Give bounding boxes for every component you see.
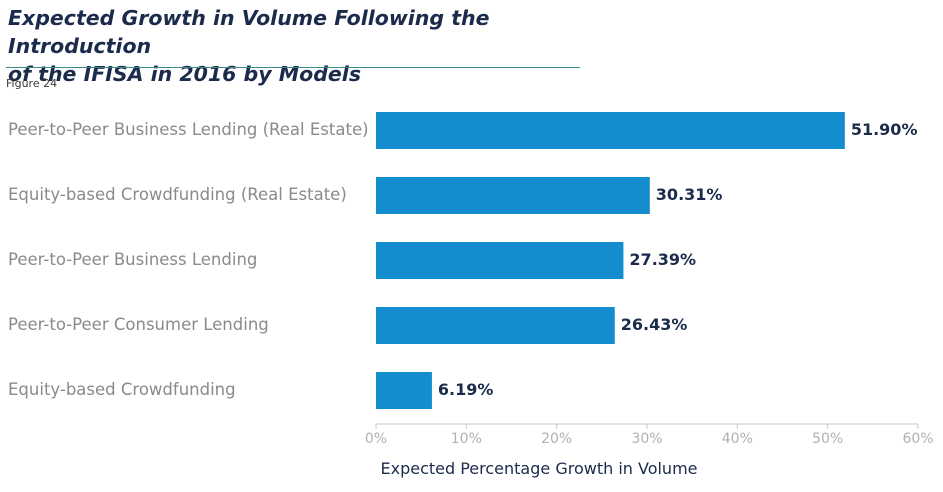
- x-tick-label: 0%: [365, 431, 387, 447]
- title-divider: [6, 67, 580, 68]
- bar: [376, 307, 615, 344]
- bar: [376, 112, 845, 149]
- category-label: Equity-based Crowdfunding (Real Estate): [8, 185, 347, 204]
- category-label: Peer-to-Peer Consumer Lending: [8, 315, 269, 334]
- bar: [376, 242, 624, 279]
- x-tick-label: 50%: [812, 431, 843, 447]
- x-tick-label: 40%: [722, 431, 753, 447]
- chart-title: Expected Growth in Volume Following the …: [8, 4, 588, 88]
- bars: [376, 112, 845, 409]
- figure-label: Figure 24: [6, 77, 58, 90]
- category-label: Peer-to-Peer Business Lending: [8, 250, 257, 269]
- category-label: Peer-to-Peer Business Lending (Real Esta…: [8, 120, 369, 139]
- x-axis-tick-labels: 0% 10% 20% 30% 40% 50% 60%: [365, 431, 934, 447]
- x-axis-title: Expected Percentage Growth in Volume: [380, 459, 697, 478]
- value-label: 51.90%: [851, 120, 918, 139]
- x-tick-label: 30%: [631, 431, 662, 447]
- value-label: 30.31%: [656, 185, 723, 204]
- value-label: 27.39%: [629, 250, 696, 269]
- bar: [376, 372, 432, 409]
- chart-title-line-1: Expected Growth in Volume Following the …: [8, 6, 490, 58]
- x-tick-label: 10%: [451, 431, 482, 447]
- value-label: 6.19%: [438, 380, 494, 399]
- value-labels: 51.90% 30.31% 27.39% 26.43% 6.19%: [438, 120, 918, 399]
- bar: [376, 177, 650, 214]
- x-axis-ticks: [375, 424, 919, 429]
- value-label: 26.43%: [621, 315, 688, 334]
- x-tick-label: 20%: [541, 431, 572, 447]
- x-tick-label: 60%: [902, 431, 933, 447]
- chart-title-line-2: of the IFISA in 2016 by Models: [8, 62, 362, 86]
- category-labels: Peer-to-Peer Business Lending (Real Esta…: [8, 120, 369, 399]
- category-label: Equity-based Crowdfunding: [8, 380, 236, 399]
